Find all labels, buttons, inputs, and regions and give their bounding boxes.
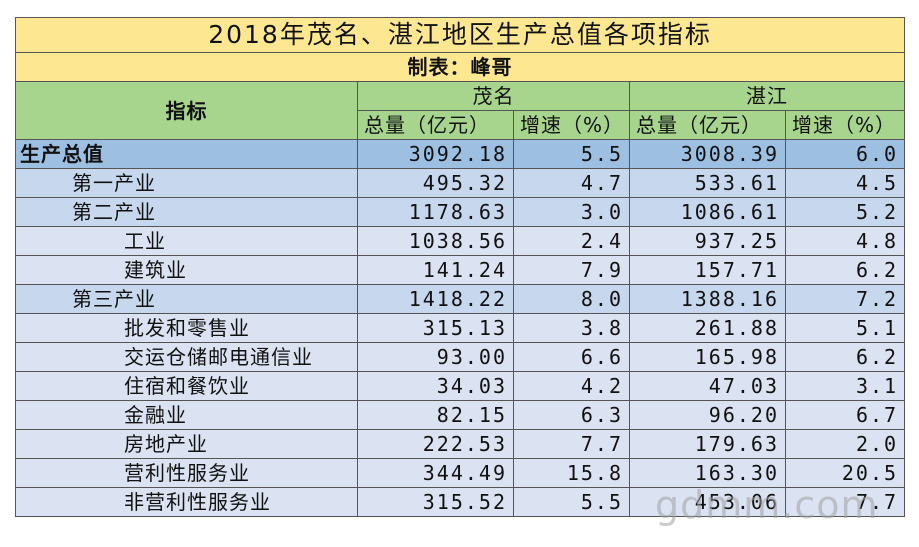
header-zj-growth: 增速（%） bbox=[784, 110, 906, 140]
header-indicator: 指标 bbox=[15, 81, 358, 140]
row-zj-growth: 6.7 bbox=[784, 400, 906, 430]
table-row: 房地产业 222.53 7.7 179.63 2.0 bbox=[15, 429, 906, 459]
table-row: 第三产业 1418.22 8.0 1388.16 7.2 bbox=[15, 284, 906, 314]
header-row-columns: 总量（亿元） 增速（%） 总量（亿元） 增速（%） bbox=[16, 110, 906, 140]
row-zj-total: 453.06 bbox=[629, 487, 786, 517]
row-mm-total: 34.03 bbox=[357, 371, 514, 401]
row-mm-growth: 7.9 bbox=[513, 255, 630, 285]
row-zj-total: 163.30 bbox=[629, 458, 786, 488]
table-row: 住宿和餐饮业 34.03 4.2 47.03 3.1 bbox=[15, 371, 906, 401]
row-mm-total: 3092.18 bbox=[357, 139, 514, 169]
row-mm-total: 1418.22 bbox=[357, 284, 514, 314]
row-mm-growth: 15.8 bbox=[513, 458, 630, 488]
header-region-maoming: 茂名 bbox=[357, 81, 630, 111]
row-name: 第二产业 bbox=[15, 197, 358, 227]
row-mm-total: 82.15 bbox=[357, 400, 514, 430]
row-mm-growth: 5.5 bbox=[513, 487, 630, 517]
row-mm-total: 141.24 bbox=[357, 255, 514, 285]
row-zj-total: 165.98 bbox=[629, 342, 786, 372]
header-region-zhanjiang: 湛江 bbox=[628, 81, 906, 111]
row-name: 营利性服务业 bbox=[15, 458, 358, 488]
table-row: 建筑业 141.24 7.9 157.71 6.2 bbox=[15, 255, 906, 285]
row-zj-total: 157.71 bbox=[629, 255, 786, 285]
row-zj-total: 937.25 bbox=[629, 226, 786, 256]
row-zj-total: 533.61 bbox=[629, 168, 786, 198]
row-name: 生产总值 bbox=[15, 139, 358, 169]
header-zj-total: 总量（亿元） bbox=[629, 110, 786, 140]
row-zj-growth: 20.5 bbox=[784, 458, 906, 488]
indicator-table-sheet: 2018年茂名、湛江地区生产总值各项指标 制表：峰哥 指标 茂名 湛江 总量（亿… bbox=[14, 17, 906, 527]
row-zj-growth: 6.0 bbox=[784, 139, 906, 169]
row-zj-total: 3008.39 bbox=[629, 139, 786, 169]
header-mm-total: 总量（亿元） bbox=[357, 110, 514, 140]
table-row: 批发和零售业 315.13 3.8 261.88 5.1 bbox=[15, 313, 906, 343]
row-mm-growth: 5.5 bbox=[513, 139, 630, 169]
row-mm-total: 1178.63 bbox=[357, 197, 514, 227]
row-mm-growth: 4.2 bbox=[513, 371, 630, 401]
row-zj-total: 179.63 bbox=[629, 429, 786, 459]
row-mm-growth: 4.7 bbox=[513, 168, 630, 198]
row-name: 交运仓储邮电通信业 bbox=[15, 342, 358, 372]
row-mm-total: 93.00 bbox=[357, 342, 514, 372]
row-name: 住宿和餐饮业 bbox=[15, 371, 358, 401]
row-zj-growth: 5.1 bbox=[784, 313, 906, 343]
table-title: 2018年茂名、湛江地区生产总值各项指标 bbox=[14, 17, 906, 53]
row-zj-total: 1388.16 bbox=[629, 284, 786, 314]
row-name: 批发和零售业 bbox=[15, 313, 358, 343]
row-zj-total: 47.03 bbox=[629, 371, 786, 401]
row-mm-growth: 8.0 bbox=[513, 284, 630, 314]
row-mm-growth: 6.6 bbox=[513, 342, 630, 372]
row-name: 第三产业 bbox=[15, 284, 358, 314]
table-row: 工业 1038.56 2.4 937.25 4.8 bbox=[15, 226, 906, 256]
row-name: 建筑业 bbox=[15, 255, 358, 285]
row-mm-total: 315.13 bbox=[357, 313, 514, 343]
row-mm-growth: 7.7 bbox=[513, 429, 630, 459]
row-zj-growth: 4.5 bbox=[784, 168, 906, 198]
indicator-table: 2018年茂名、湛江地区生产总值各项指标 制表：峰哥 指标 茂名 湛江 总量（亿… bbox=[14, 17, 906, 517]
row-mm-growth: 2.4 bbox=[513, 226, 630, 256]
row-name: 金融业 bbox=[15, 400, 358, 430]
row-mm-growth: 3.0 bbox=[513, 197, 630, 227]
table-row: 非营利性服务业 315.52 5.5 453.06 7.7 bbox=[15, 487, 906, 517]
row-mm-total: 495.32 bbox=[357, 168, 514, 198]
row-zj-growth: 7.2 bbox=[784, 284, 906, 314]
row-name: 工业 bbox=[15, 226, 358, 256]
row-zj-total: 96.20 bbox=[629, 400, 786, 430]
table-maker: 制表：峰哥 bbox=[14, 52, 906, 82]
row-name: 非营利性服务业 bbox=[15, 487, 358, 517]
row-zj-total: 1086.61 bbox=[629, 197, 786, 227]
row-zj-growth: 6.2 bbox=[784, 255, 906, 285]
row-mm-growth: 3.8 bbox=[513, 313, 630, 343]
header-mm-growth: 增速（%） bbox=[513, 110, 630, 140]
row-zj-growth: 3.1 bbox=[784, 371, 906, 401]
table-row: 营利性服务业 344.49 15.8 163.30 20.5 bbox=[15, 458, 906, 488]
table-row: 第二产业 1178.63 3.0 1086.61 5.2 bbox=[15, 197, 906, 227]
row-mm-total: 1038.56 bbox=[357, 226, 514, 256]
row-name: 房地产业 bbox=[15, 429, 358, 459]
row-zj-growth: 4.8 bbox=[784, 226, 906, 256]
row-mm-total: 222.53 bbox=[357, 429, 514, 459]
row-zj-growth: 5.2 bbox=[784, 197, 906, 227]
row-mm-total: 344.49 bbox=[357, 458, 514, 488]
row-mm-growth: 6.3 bbox=[513, 400, 630, 430]
table-row: 交运仓储邮电通信业 93.00 6.6 165.98 6.2 bbox=[15, 342, 906, 372]
maker-row: 制表：峰哥 bbox=[14, 52, 906, 82]
table-row: 第一产业 495.32 4.7 533.61 4.5 bbox=[15, 168, 906, 198]
row-name: 第一产业 bbox=[15, 168, 358, 198]
row-zj-total: 261.88 bbox=[629, 313, 786, 343]
row-zj-growth: 7.7 bbox=[784, 487, 906, 517]
row-zj-growth: 6.2 bbox=[784, 342, 906, 372]
row-mm-total: 315.52 bbox=[357, 487, 514, 517]
row-zj-growth: 2.0 bbox=[784, 429, 906, 459]
table-row: 金融业 82.15 6.3 96.20 6.7 bbox=[15, 400, 906, 430]
title-row: 2018年茂名、湛江地区生产总值各项指标 bbox=[14, 17, 906, 53]
table-row: 生产总值 3092.18 5.5 3008.39 6.0 bbox=[15, 139, 906, 169]
header-row-regions: 指标 茂名 湛江 bbox=[15, 81, 906, 140]
